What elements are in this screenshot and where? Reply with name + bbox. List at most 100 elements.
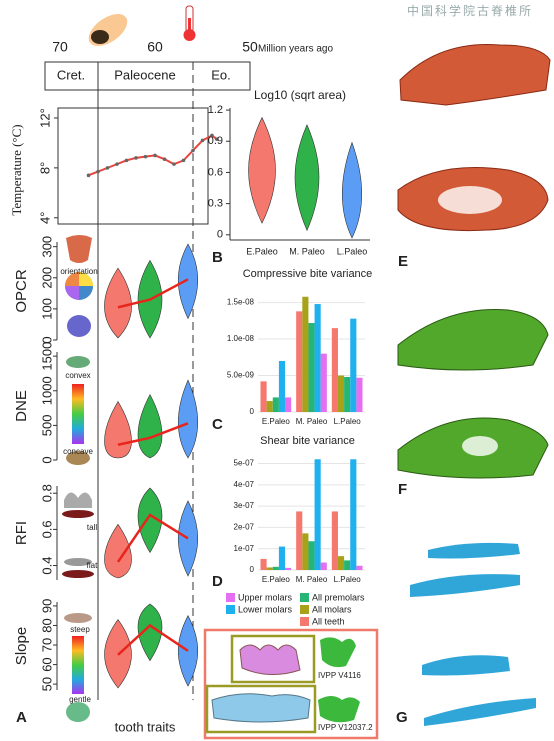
y-tick-label: 2e-07 <box>234 523 255 532</box>
bar <box>296 511 303 570</box>
violin <box>104 400 132 459</box>
temperature-point <box>134 156 138 160</box>
icon-label: flat <box>87 561 98 570</box>
legend-swatch <box>226 605 235 614</box>
y-axis-label: Temperature (°C) <box>9 124 24 215</box>
legend-label: All premolars <box>312 592 365 602</box>
specimen-label: IVPP V4116 <box>318 671 361 680</box>
chart-title: Compressive bite variance <box>243 268 373 280</box>
y-tick-label: 0 <box>217 229 223 241</box>
bar <box>278 360 286 412</box>
bar <box>337 375 345 412</box>
y-tick-label: 0.6 <box>39 520 54 538</box>
x-tick-label: L.Paleo <box>334 575 362 584</box>
y-axis-label: Slope <box>13 627 30 665</box>
y-axis-label: DNE <box>13 390 30 422</box>
chart-title: Log10 (sqrt area) <box>254 88 346 102</box>
bar <box>344 560 351 570</box>
x-tick-label: E.Paleo <box>246 246 278 256</box>
period-label: Paleocene <box>114 67 175 82</box>
chart-title: Shear bite variance <box>260 435 355 447</box>
y-tick-label: 5e-07 <box>234 459 255 468</box>
temperature-point <box>200 138 205 143</box>
bar <box>320 562 327 570</box>
y-tick-label: 1.2 <box>208 104 223 116</box>
x-tick-label: 60 <box>147 39 163 55</box>
bar <box>356 377 363 412</box>
legend-swatch <box>226 593 235 602</box>
period-label: Eo. <box>211 67 231 82</box>
panel-label: B <box>212 249 223 266</box>
y-tick-label: 1.0e-08 <box>227 334 255 343</box>
panel-label: A <box>16 709 27 726</box>
y-tick-label: 4e-07 <box>234 480 255 489</box>
y-tick-label: 12° <box>37 108 52 128</box>
violin <box>248 116 276 224</box>
x-axis-label: tooth traits <box>115 719 176 734</box>
x-tick-label: 70 <box>52 39 68 55</box>
y-axis-label: OPCR <box>13 269 30 313</box>
bar <box>308 541 315 570</box>
y-axis-label: RFI <box>13 521 30 545</box>
bar <box>314 459 321 570</box>
violin <box>177 379 199 459</box>
y-tick-label: 1000 <box>39 376 54 405</box>
y-tick-label: 100 <box>39 298 54 320</box>
bar <box>285 567 292 570</box>
upper-molar-box <box>230 634 316 684</box>
temperature-point <box>210 133 214 138</box>
y-tick-label: 80 <box>39 618 54 632</box>
period-label: Cret. <box>57 67 85 82</box>
trend-line <box>117 278 189 309</box>
x-tick-label: M. Paleo <box>296 417 328 426</box>
panel-label: E <box>398 253 408 270</box>
bar <box>266 401 273 412</box>
y-tick-label: 0.3 <box>208 198 223 210</box>
icon-label: gentle <box>69 695 91 704</box>
icon-label: steep <box>70 625 90 634</box>
bar <box>272 566 279 570</box>
bar <box>331 511 338 570</box>
bar <box>320 353 327 412</box>
bar <box>296 311 303 412</box>
y-tick-label: 0.9 <box>208 135 223 147</box>
violin <box>294 124 320 232</box>
trend-line <box>117 623 189 656</box>
x-tick-label: 50 <box>242 39 258 55</box>
violin <box>137 394 163 459</box>
panel-label: G <box>396 709 408 726</box>
y-tick-label: 0.6 <box>208 166 223 178</box>
y-tick-label: 0 <box>250 407 255 416</box>
bar <box>302 296 309 412</box>
y-tick-label: 50 <box>39 677 54 691</box>
temperature-point <box>96 169 100 174</box>
period-bar <box>44 61 251 91</box>
legend-swatch <box>300 617 309 626</box>
temperature-point <box>143 154 148 159</box>
temperature-point <box>181 158 186 163</box>
specimen-box <box>203 628 379 740</box>
temperature-point <box>191 148 195 153</box>
y-tick-label: 3e-07 <box>234 501 255 510</box>
legend: All teeth All molars All premolars Lower mo… <box>226 592 365 626</box>
bar <box>344 376 351 412</box>
y-tick-label: 4° <box>37 212 52 224</box>
x-tick-label: L.Paleo <box>337 246 368 256</box>
bar <box>278 546 286 570</box>
y-tick-label: 8° <box>37 162 52 174</box>
y-tick-label: 1.5e-08 <box>227 298 255 307</box>
bar <box>308 323 315 412</box>
x-tick-label: M. Paleo <box>296 575 328 584</box>
bar <box>260 381 267 412</box>
y-tick-label: 200 <box>39 267 54 289</box>
icon-label: tall <box>87 523 97 532</box>
bar <box>285 397 292 412</box>
temp-frame <box>57 107 209 225</box>
x-tick-label: M. Paleo <box>289 246 325 256</box>
bar <box>331 328 338 412</box>
teeth-3d <box>211 637 360 723</box>
bar <box>272 397 279 412</box>
watermark: 中国科学院古脊椎所 <box>407 3 533 18</box>
violin <box>137 603 163 662</box>
